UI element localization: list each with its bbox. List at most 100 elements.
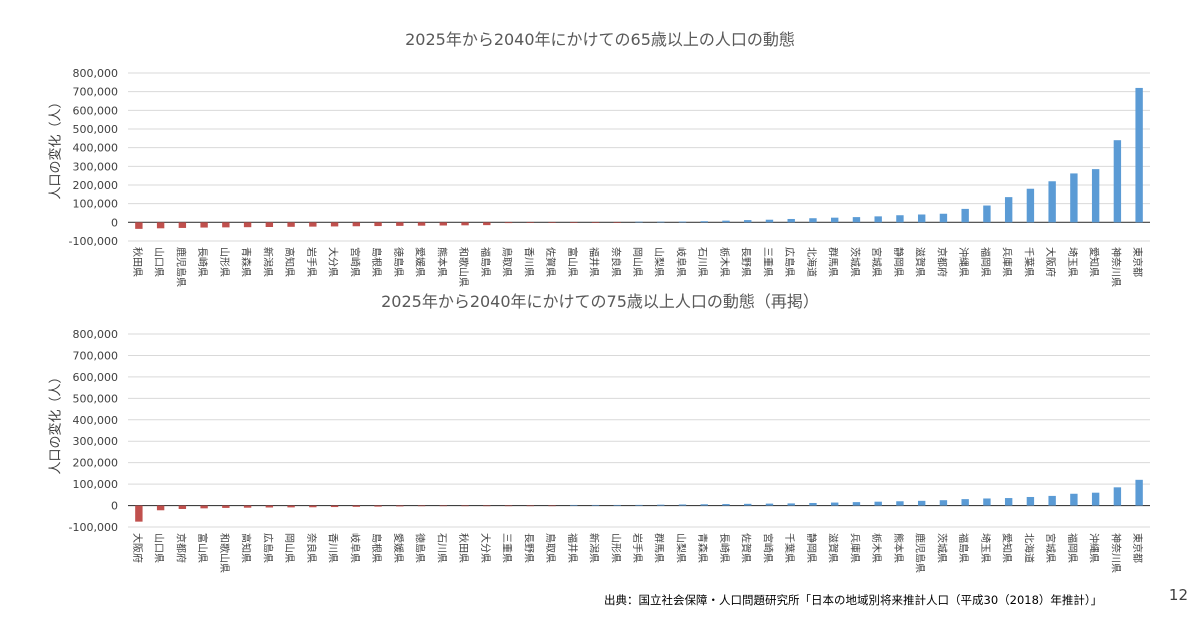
x-tick-label: 福島県	[957, 533, 970, 563]
bar	[1091, 169, 1100, 223]
x-tick-label: 長崎県	[718, 533, 731, 563]
x-tick-label: 鹿児島県	[914, 533, 927, 573]
bar	[156, 222, 165, 229]
chart-75-plus: 2025年から2040年にかけての75歳以上人口の動態（再掲） 人口の変化（人）…	[0, 283, 1200, 593]
y-tick-label: 800,000	[73, 328, 119, 341]
bar	[200, 222, 208, 228]
bar	[939, 500, 948, 506]
bar	[243, 222, 252, 228]
x-tick-label: 栃木県	[718, 247, 731, 277]
bar	[570, 222, 578, 223]
x-tick-label: 茨城県	[848, 247, 861, 277]
y-tick-label: 0	[111, 500, 118, 513]
bar	[1048, 181, 1056, 223]
x-tick-label: 沖縄県	[1088, 533, 1101, 563]
y-tick-label: -100,000	[69, 521, 118, 534]
x-tick-label: 大分県	[479, 533, 492, 563]
bar	[1004, 498, 1013, 506]
x-tick-label: 佐賀県	[544, 247, 556, 277]
bar	[1113, 487, 1122, 506]
x-tick-label: 和歌山県	[457, 247, 470, 287]
y-tick-label: 100,000	[73, 478, 119, 491]
bar	[526, 222, 534, 223]
bar	[265, 505, 274, 508]
bar	[657, 221, 665, 223]
x-tick-label: 山形県	[609, 533, 621, 563]
y-tick-label: 600,000	[73, 104, 119, 117]
x-tick-label: 新潟県	[588, 533, 601, 563]
x-tick-label: 埼玉県	[1066, 247, 1079, 277]
bar	[744, 503, 752, 506]
bar	[657, 504, 665, 506]
x-tick-label: 群馬県	[827, 247, 840, 277]
y-tick-label: 300,000	[73, 435, 119, 448]
y-tick-label: 600,000	[73, 371, 119, 384]
x-tick-label: 千葉県	[783, 533, 796, 563]
bar	[309, 505, 317, 508]
x-tick-label: 富山県	[566, 247, 579, 277]
x-tick-label: 広島県	[783, 247, 796, 277]
x-tick-label: 滋賀県	[914, 247, 927, 277]
bar	[526, 505, 534, 507]
bar	[591, 222, 600, 223]
y-tick-label: 300,000	[73, 160, 119, 173]
bar	[352, 222, 361, 227]
bar	[635, 504, 643, 506]
bar	[374, 505, 382, 507]
bar	[396, 505, 404, 507]
bar	[939, 213, 948, 223]
x-tick-label: 徳島県	[414, 533, 427, 563]
bar	[917, 214, 926, 223]
x-tick-label: 三重県	[761, 247, 774, 277]
bar	[896, 215, 904, 223]
x-tick-label: 滋賀県	[827, 533, 840, 563]
bar	[548, 505, 556, 507]
x-tick-label: 茨城県	[935, 533, 948, 563]
x-tick-label: 京都府	[174, 533, 187, 563]
bar	[1135, 479, 1143, 506]
x-tick-label: 愛知県	[1088, 247, 1101, 277]
bar	[504, 505, 513, 507]
x-tick-label: 高知県	[240, 533, 253, 563]
x-tick-label: 山口県	[153, 533, 165, 563]
x-tick-label: 兵庫県	[848, 533, 861, 563]
page-number: 12	[1168, 586, 1188, 604]
x-tick-label: 岐阜県	[674, 247, 687, 277]
x-tick-label: 宮城県	[870, 247, 883, 277]
bar	[548, 222, 556, 223]
bar	[222, 222, 230, 228]
x-tick-label: 和歌山県	[218, 533, 231, 573]
bar	[591, 504, 600, 506]
bar	[896, 501, 904, 506]
y-tick-label: 200,000	[73, 179, 119, 192]
bar	[744, 220, 752, 223]
x-tick-label: 山梨県	[674, 533, 687, 563]
x-tick-label: 長崎県	[196, 247, 209, 277]
x-tick-label: 東京都	[1131, 533, 1144, 563]
x-tick-label: 福島県	[479, 247, 492, 277]
bar	[613, 222, 621, 223]
bar	[483, 505, 491, 507]
x-tick-label: 山口県	[153, 247, 165, 277]
x-tick-label: 北海道	[805, 247, 818, 277]
x-tick-label: 新潟県	[261, 247, 274, 277]
bar	[265, 222, 274, 227]
x-tick-label: 沖縄県	[957, 247, 970, 277]
bar	[917, 500, 926, 506]
bar	[852, 217, 861, 223]
y-tick-label: 400,000	[73, 142, 119, 155]
bar	[200, 505, 208, 509]
y-tick-label: 400,000	[73, 414, 119, 427]
x-tick-label: 青森県	[696, 533, 709, 563]
bar	[135, 505, 143, 522]
bar	[678, 221, 687, 223]
x-tick-label: 埼玉県	[979, 533, 992, 563]
x-tick-label: 岩手県	[631, 533, 644, 563]
bar	[178, 505, 187, 509]
x-tick-label: 山梨県	[653, 247, 666, 277]
x-tick-label: 宮崎県	[348, 247, 361, 277]
bar	[1026, 496, 1035, 506]
x-tick-label: 鹿児島県	[174, 247, 187, 287]
bar	[1135, 87, 1143, 223]
chart-title: 2025年から2040年にかけての65歳以上の人口の動態	[405, 30, 795, 49]
